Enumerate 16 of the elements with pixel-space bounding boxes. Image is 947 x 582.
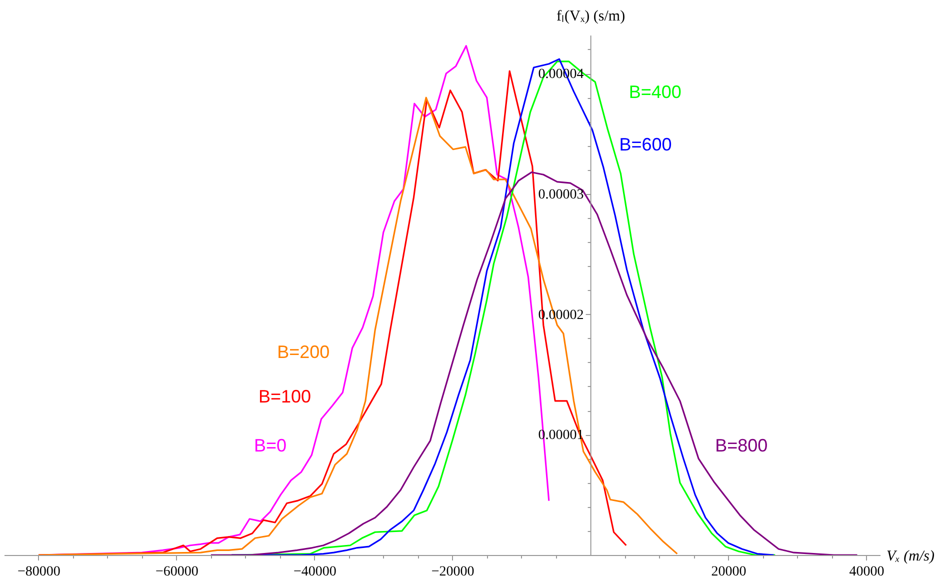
text: B=100	[258, 386, 312, 406]
y-tick-label: 0.00003	[538, 187, 584, 202]
x-axis-title: Vₓ (m/s)	[886, 548, 935, 564]
series-label: B=400	[628, 82, 682, 102]
text: B=200	[277, 342, 330, 362]
x-tick-label: −40000	[293, 564, 336, 580]
series-label: B=0	[254, 436, 287, 456]
y-axis-title: fₗ(Vₓ) (s/m)	[556, 8, 626, 24]
x-tick-label: 20000	[711, 564, 746, 580]
series-label: B=600	[619, 134, 672, 155]
x-tick-label: 40000	[849, 564, 884, 580]
x-tick-label: −60000	[155, 564, 198, 580]
x-tick-label: −80000	[18, 564, 60, 580]
series-label: B=800	[715, 436, 768, 456]
line-series	[210, 171, 858, 555]
x-tick-label: −20000	[431, 564, 474, 580]
